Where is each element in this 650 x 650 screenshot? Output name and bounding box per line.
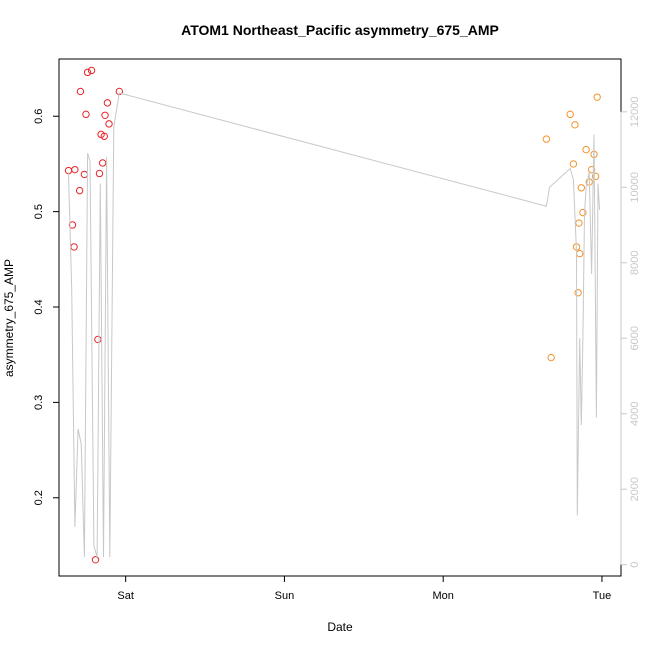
x-axis-label: Date: [327, 620, 353, 634]
y2-tick-label: 8000: [629, 251, 641, 275]
y-tick-label: 0.3: [33, 395, 45, 410]
series-layer: [64, 66, 601, 564]
y-tick-label: 0.6: [33, 109, 45, 124]
data-point: [587, 165, 596, 174]
data-point: [577, 184, 586, 192]
data-point: [76, 87, 85, 96]
y-tick-label: 0.2: [33, 490, 45, 505]
data-point: [569, 160, 578, 168]
y-tick-label: 0.5: [33, 204, 45, 219]
data-point: [87, 66, 96, 75]
y2-axis: 0 2000 4000 6000 8000 10000 12000: [620, 97, 641, 568]
data-point: [91, 556, 100, 564]
y2-tick-label: 2000: [629, 477, 641, 501]
data-point: [579, 208, 587, 217]
data-point: [582, 145, 590, 154]
y-axis: 0.2 0.3 0.4 0.5 0.6: [33, 109, 60, 505]
data-point: [68, 221, 77, 229]
series-line: [68, 92, 601, 558]
y-tick-label: 0.4: [33, 299, 45, 314]
data-point: [103, 99, 112, 107]
y-axis-label: asymmetry_675_AMP: [2, 259, 16, 377]
data-point: [571, 121, 579, 129]
data-point: [98, 159, 107, 167]
y2-tick-label: 4000: [629, 401, 641, 425]
data-point: [576, 249, 584, 258]
data-point: [547, 353, 555, 362]
data-point: [542, 135, 551, 143]
data-point: [591, 172, 600, 181]
data-point: [575, 219, 583, 227]
data-point: [95, 169, 104, 178]
data-point: [101, 111, 109, 119]
chart-title: ATOM1 Northeast_Pacific asymmetry_675_AM…: [181, 22, 499, 38]
y2-tick-label: 6000: [629, 326, 641, 350]
data-point: [83, 68, 92, 77]
data-point: [566, 110, 574, 119]
data-point: [75, 186, 84, 195]
data-point: [82, 110, 90, 119]
y2-tick-label: 0: [629, 562, 641, 568]
x-tick-label: Mon: [432, 590, 453, 602]
data-point: [71, 165, 79, 174]
y2-tick-label: 10000: [629, 172, 641, 203]
data-point: [593, 93, 601, 101]
data-point: [70, 243, 78, 251]
x-tick-label: Sat: [117, 590, 134, 602]
data-point: [94, 335, 102, 344]
data-point: [574, 288, 582, 297]
x-tick-label: Tue: [593, 590, 612, 602]
data-point: [100, 132, 108, 140]
y2-tick-label: 12000: [629, 97, 641, 128]
x-axis: Sat Sun Mon Tue: [117, 575, 612, 602]
data-point: [80, 170, 89, 179]
x-tick-label: Sun: [275, 590, 295, 602]
plot-area-box: [58, 58, 622, 577]
data-point: [105, 120, 113, 128]
